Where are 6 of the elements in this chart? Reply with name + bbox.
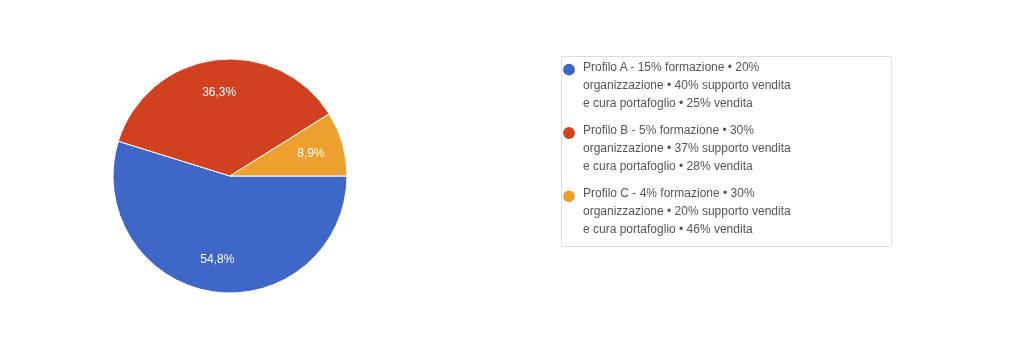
data-label: 54,8% bbox=[200, 252, 235, 267]
data-label: 8,9% bbox=[297, 145, 325, 160]
data-label: 36,3% bbox=[202, 85, 237, 100]
legend-label: Profilo C - 4% formazione • 30% organizzazione • 20% supporto vendita e cura portafoglio • 46% vendita bbox=[583, 186, 791, 237]
legend-label: Profilo B - 5% formazione • 30% organizzazione • 37% supporto vendita e cura portafoglio • 28% vendita bbox=[583, 123, 791, 173]
legend-label: Profilo A - 15% formazione • 20% organizzazione • 40% supporto vendita e cura portafoglio • 25% vendita bbox=[583, 59, 791, 110]
